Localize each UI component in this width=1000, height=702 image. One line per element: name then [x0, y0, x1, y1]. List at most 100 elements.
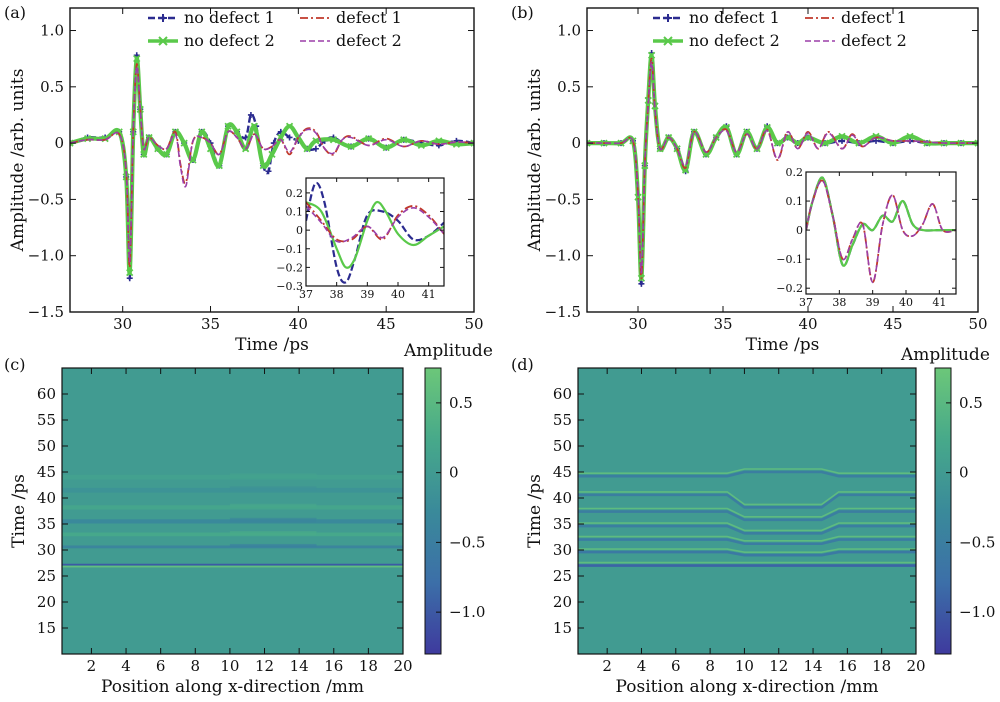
inset-frame	[305, 177, 445, 287]
data-point	[83, 134, 92, 143]
legend-marker	[159, 14, 167, 22]
inset-line-defect-1	[306, 201, 444, 243]
data-point	[247, 111, 254, 118]
colorbar-tick-label: −1.0	[449, 603, 485, 621]
y-tick-label: −0.1	[276, 243, 303, 256]
heatmap-band-defect	[229, 531, 317, 535]
data-point	[838, 132, 846, 140]
heatmap-band-defect	[229, 503, 317, 508]
x-tick-label: 38	[330, 288, 344, 301]
legend-label: no defect 1	[689, 8, 780, 27]
legend-marker	[158, 36, 168, 46]
legend-entry: no defect 2	[148, 31, 275, 50]
heatmap-band	[578, 470, 916, 478]
x-tick-label: 4	[637, 657, 647, 675]
y-axis-label: Time /ps	[9, 474, 29, 548]
legend-marker	[664, 14, 672, 22]
inset-line-defect-2	[306, 205, 444, 243]
y-tick-label: 55	[553, 411, 572, 429]
data-point	[198, 128, 206, 136]
data-point	[763, 123, 771, 131]
colorbar-title-d: Amplitude	[900, 345, 990, 365]
y-tick-label: −0.1	[776, 253, 803, 266]
x-tick-label: 2	[87, 657, 97, 675]
x-tick-label: 6	[156, 657, 166, 675]
data-point	[417, 141, 425, 149]
y-tick-label: 50	[553, 437, 572, 455]
x-tick-label: 39	[866, 296, 880, 309]
x-tick-label: 14	[804, 657, 823, 675]
chart-a: 30 35 40 45 50 −1.5 −1.0 −0.5 0 0.5 1.0 Time /ps Amp…	[8, 7, 484, 355]
x-tick-label: 38	[832, 296, 846, 309]
y-tick-label: 20	[553, 593, 572, 611]
data-point	[329, 136, 338, 144]
y-tick-label: 55	[37, 411, 56, 429]
plot-frame	[61, 367, 404, 655]
y-tick-label: 0.1	[786, 195, 804, 208]
y-tick-label: −0.2	[776, 282, 803, 295]
y-tick-label: 0.2	[286, 187, 304, 200]
y-tick-label: −1.5	[545, 303, 581, 321]
series-line-defect-2	[587, 61, 978, 274]
data-point	[743, 128, 751, 136]
heatmap-band	[62, 545, 403, 549]
data-point	[250, 122, 259, 130]
y-tick-label: 45	[37, 463, 56, 481]
x-axis-label: Time /ps	[235, 335, 309, 355]
colorbar-tick-label: −0.5	[449, 533, 485, 551]
chart-b: 30 35 40 45 50 −1.5 −1.0 −0.5 0 0.5 1.0 Time /ps Amp…	[525, 7, 988, 355]
x-tick-label: 37	[799, 296, 813, 309]
data-point	[873, 137, 879, 144]
y-tick-label: 25	[553, 567, 572, 585]
data-point	[224, 122, 232, 130]
y-axis-label: Time /ps	[525, 474, 545, 548]
heatmap-band-edge	[578, 522, 916, 532]
x-tick-label: 14	[290, 657, 309, 675]
series-line-defect-2	[70, 65, 474, 263]
y-tick-label: 0.1	[286, 206, 304, 219]
data-point	[133, 55, 141, 63]
colorbar-tick-label: 0	[959, 464, 969, 482]
heatmap-band-defect	[229, 543, 317, 547]
legend-entry: defect 2	[300, 31, 402, 50]
x-tick-label: 45	[377, 315, 396, 333]
legend-entry: no defect 1	[653, 8, 780, 27]
data-point	[285, 122, 294, 130]
inset-line-no-defect-1	[306, 181, 444, 284]
data-point	[126, 268, 134, 277]
y-tick-label: 0	[796, 224, 803, 237]
series-group	[70, 52, 474, 282]
inset-series	[806, 176, 956, 284]
x-tick-label: 40	[798, 315, 817, 333]
data-point	[312, 145, 319, 152]
y-axis-label: Amplitude /arb. units	[8, 69, 28, 253]
inset-series	[306, 181, 444, 284]
legend-entry: no defect 1	[148, 8, 275, 27]
heatmap-band-edge	[578, 548, 916, 553]
data-point	[126, 275, 133, 282]
x-tick-label: 18	[359, 657, 378, 675]
y-tick-label: −0.5	[28, 190, 64, 208]
inset-line-no-defect-2	[306, 200, 444, 269]
colorbar-tick-label: 0.5	[449, 394, 473, 412]
colorbar	[424, 367, 442, 655]
heatmap-band	[62, 563, 403, 566]
colorbar-tick-label: −0.5	[959, 533, 995, 551]
x-tick-label: 40	[391, 288, 405, 301]
x-tick-label: 20	[393, 657, 412, 675]
y-tick-label: 40	[37, 489, 56, 507]
data-point	[435, 137, 443, 145]
data-point	[259, 161, 267, 170]
data-point	[470, 139, 474, 147]
plot-frame	[586, 7, 979, 313]
x-tick-label: 40	[289, 315, 308, 333]
inset-chart: 37 38 39 40 41 −0.2 −0.1 0 0.1 0.2	[776, 166, 957, 309]
legend-marker	[663, 36, 673, 46]
x-tick-label: 45	[883, 315, 902, 333]
data-point	[794, 139, 802, 147]
chart-d: 2 4 6 8 10 12 14 16 18 20 15 20 25 30 35 40 45 50 55 60 Posi…	[525, 367, 995, 697]
heatmap-band-edge	[578, 491, 916, 506]
data-point	[382, 143, 390, 152]
panel-label-c: (c)	[4, 355, 25, 374]
